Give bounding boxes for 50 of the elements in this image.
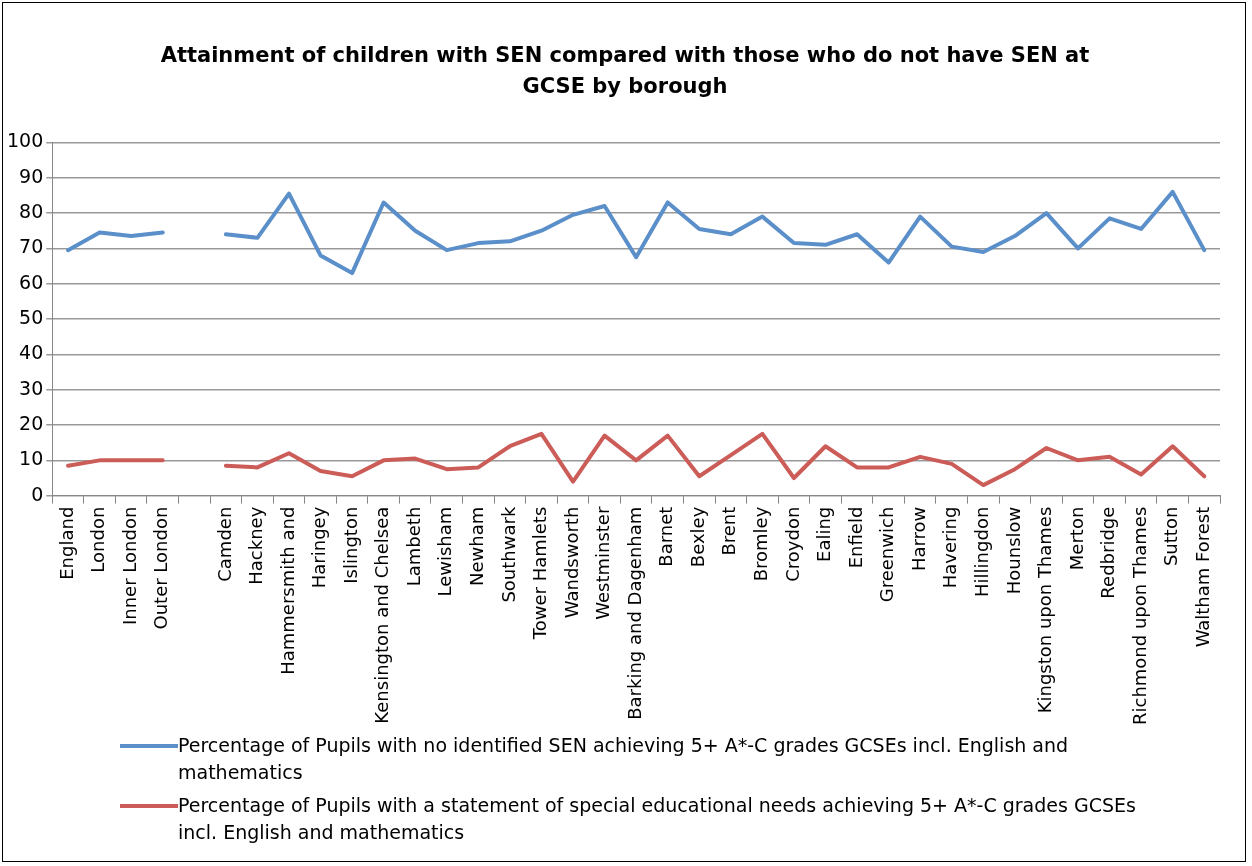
x-tick-label: Kingston upon Thames: [1034, 506, 1056, 714]
x-tick-label: Hammersmith and: [276, 506, 298, 675]
x-tick-label: Hounslow: [1002, 506, 1024, 595]
x-tick-label: Merton: [1065, 506, 1087, 571]
x-tick-label: Outer London: [150, 506, 172, 630]
x-tick-label: Islington: [339, 506, 361, 584]
legend-label: Percentage of Pupils with a statement of special educational needs achieving 5+ A*-C grades GCSEs incl. English and mathematics: [178, 793, 1137, 845]
x-tick-label: Brent: [718, 506, 740, 556]
x-tick-label: Westminster: [592, 506, 614, 620]
x-tick-label: Haringey: [308, 506, 330, 589]
y-tick-label: 70: [19, 235, 44, 258]
chart-title: Attainment of children with SEN compared with those who do not have SEN at GCSE by borough: [159, 42, 1091, 100]
x-tick-label: Sutton: [1160, 506, 1182, 567]
y-tick-label: 100: [7, 129, 44, 152]
x-tick-label: Hillingdon: [970, 506, 992, 597]
x-tick-label: Bexley: [686, 506, 708, 568]
x-tick-label: Richmond upon Thames: [1128, 506, 1150, 725]
y-tick-label: 50: [19, 305, 44, 328]
x-tick-label: England: [55, 506, 77, 580]
y-tick-label: 60: [19, 270, 44, 293]
x-tick-label: Croydon: [781, 506, 803, 582]
x-tick-label: Havering: [939, 506, 961, 589]
x-tick-label: Enfield: [844, 506, 866, 569]
x-tick-label: Southwark: [497, 506, 519, 603]
x-tick-label: Greenwich: [876, 506, 898, 603]
y-tick-label: 20: [19, 411, 44, 434]
x-tick-label: London: [87, 506, 109, 573]
x-tick-label: Wandsworth: [560, 506, 582, 619]
x-tick-label: Inner London: [118, 506, 140, 625]
y-tick-label: 40: [19, 341, 44, 364]
x-tick-label: Waltham Forest: [1191, 506, 1213, 648]
x-tick-label: Barnet: [655, 506, 677, 567]
x-tick-label: Redbridge: [1097, 506, 1119, 599]
legend-label: Percentage of Pupils with no identified SEN achieving 5+ A*-C grades GCSEs incl. English and mathematics: [178, 733, 1070, 785]
x-tick-label: Barking and Dagenham: [623, 506, 645, 720]
y-tick-label: 0: [31, 482, 44, 505]
x-tick-label: Ealing: [813, 506, 835, 562]
y-tick-label: 30: [19, 376, 44, 399]
x-tick-label: Kensington and Chelsea: [371, 506, 393, 724]
x-tick-label: Lewisham: [434, 506, 456, 597]
x-tick-label: Newham: [466, 506, 487, 586]
x-tick-label: Tower Hamlets: [529, 506, 551, 641]
y-tick-label: 90: [19, 164, 44, 187]
y-tick-label: 10: [19, 447, 44, 470]
x-tick-label: Hackney: [245, 506, 267, 585]
y-tick-label: 80: [19, 200, 44, 222]
x-tick-label: Lambeth: [402, 506, 424, 587]
x-tick-label: Camden: [213, 506, 235, 582]
x-tick-label: Harrow: [907, 506, 929, 572]
x-tick-label: Bromley: [750, 506, 772, 582]
